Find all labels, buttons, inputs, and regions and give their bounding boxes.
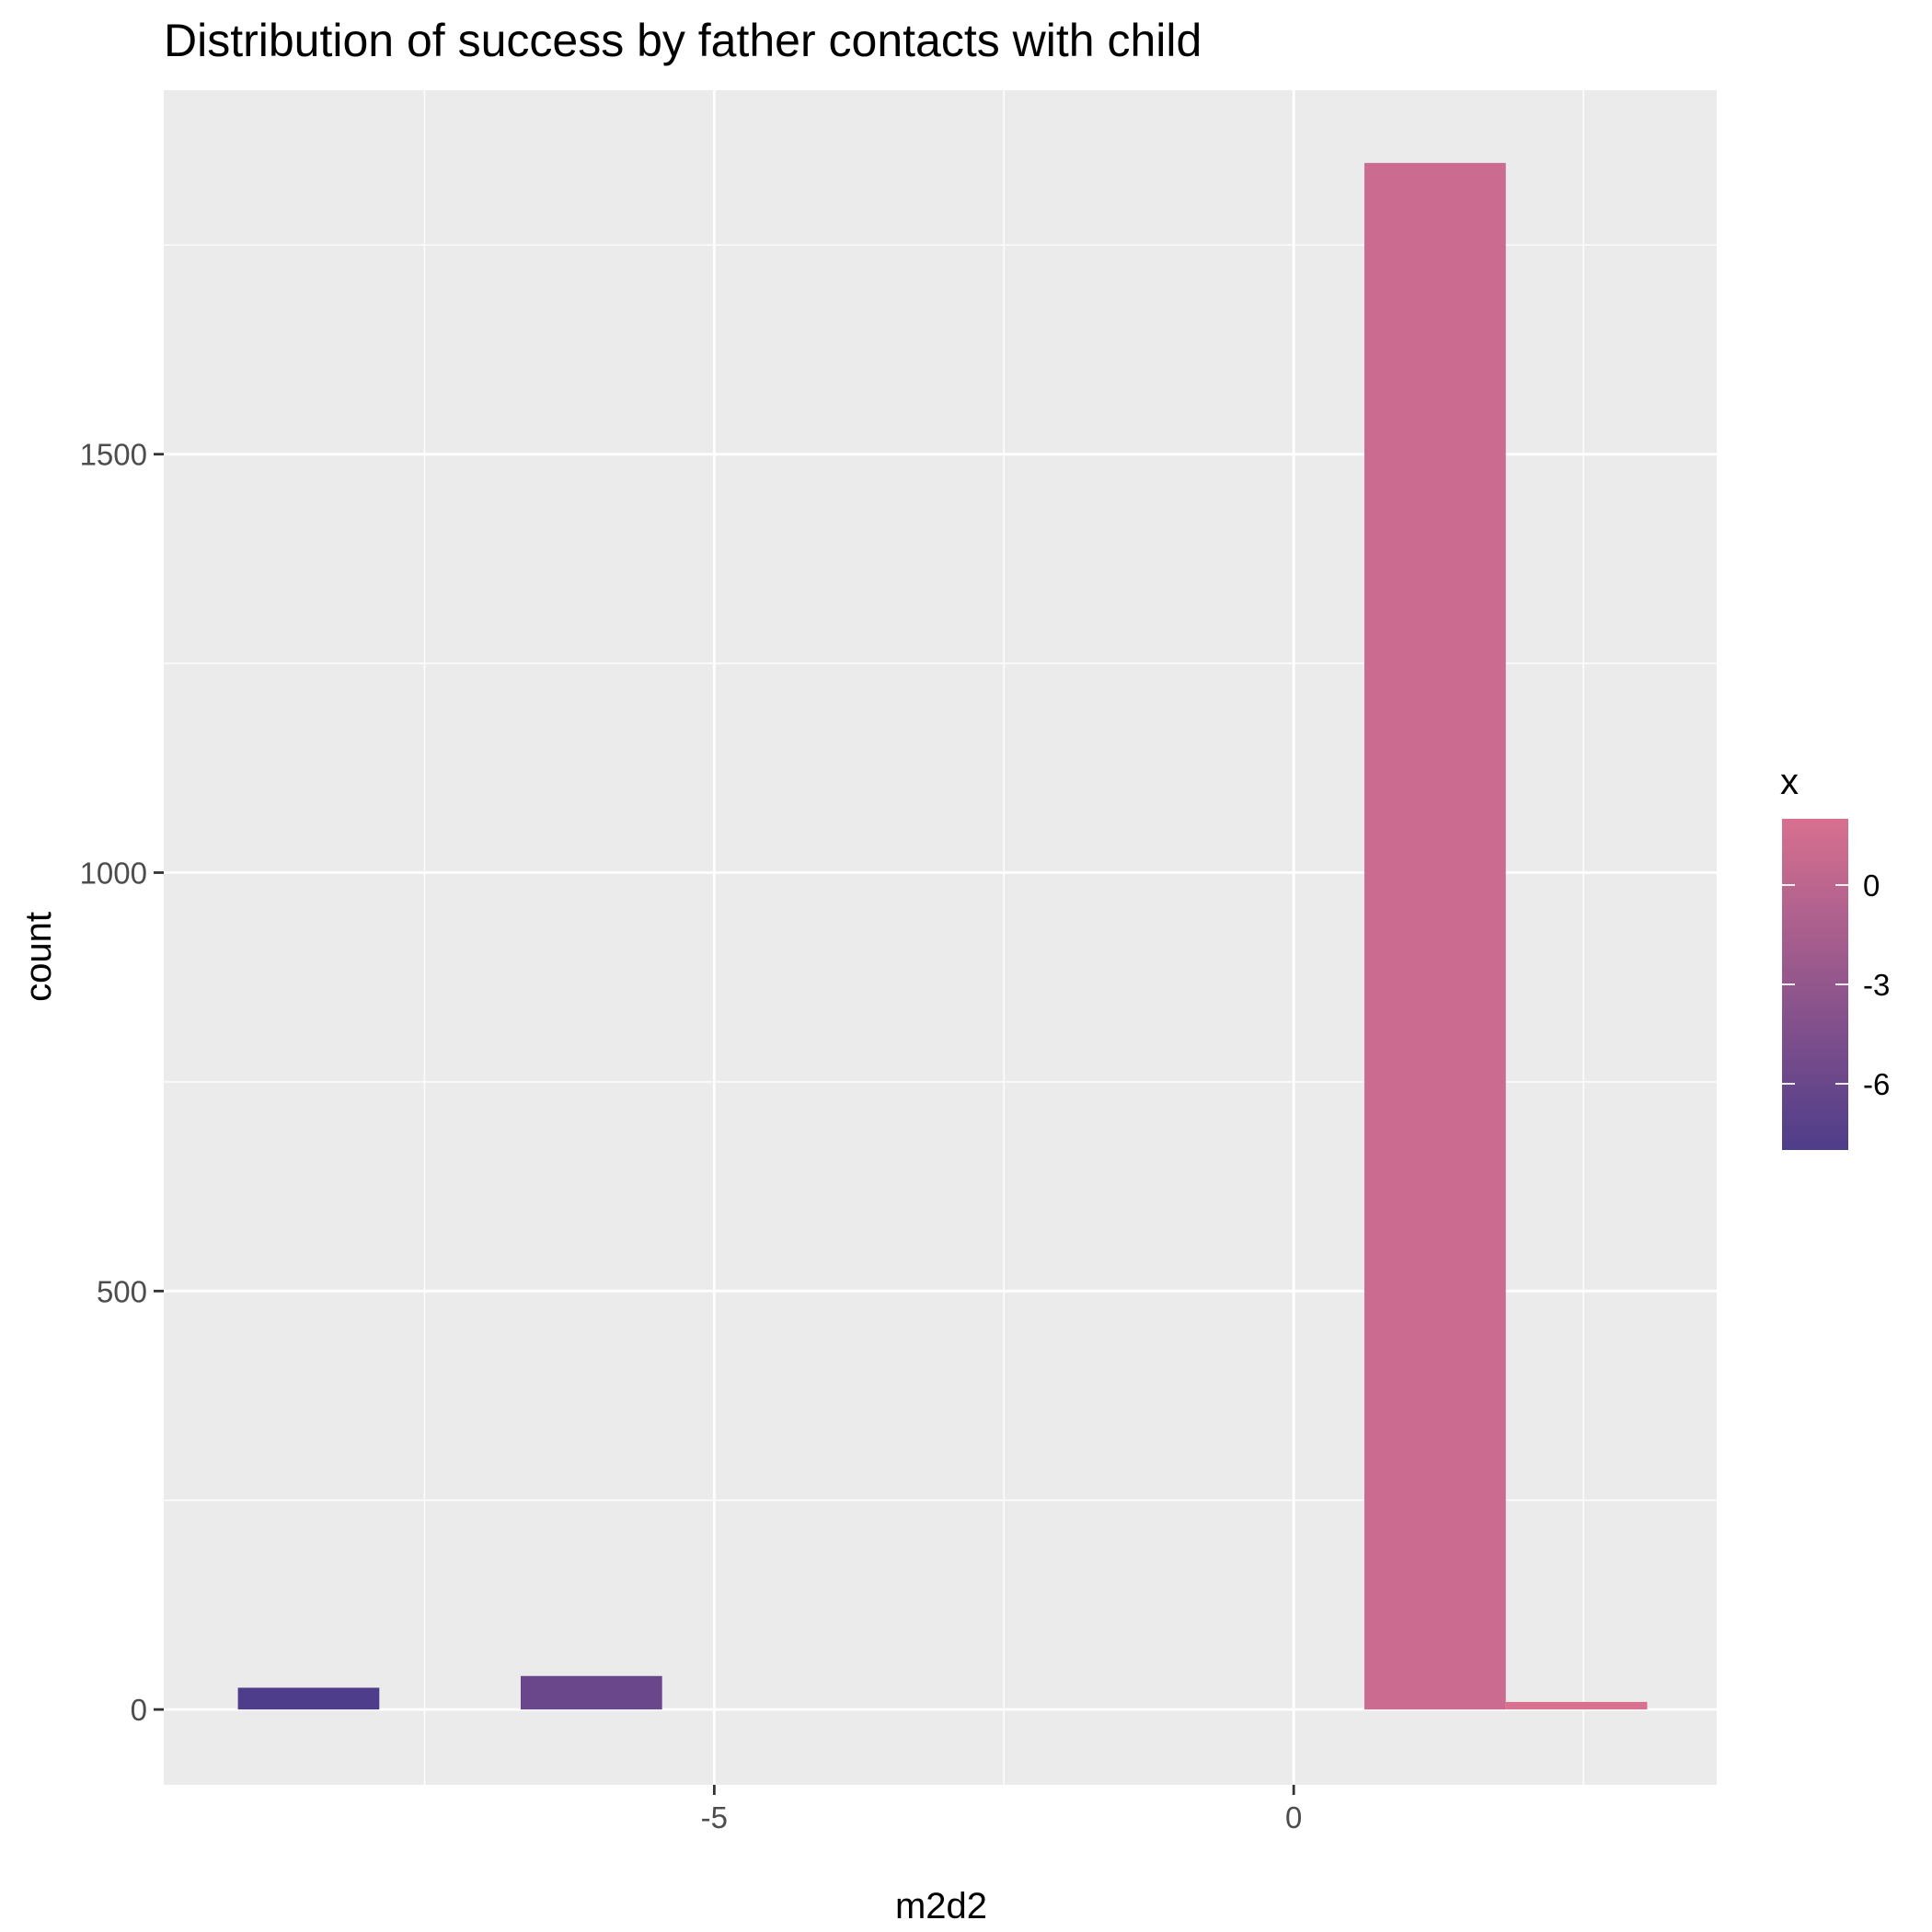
histogram-bars xyxy=(237,163,1648,1710)
y-tick-label: 500 xyxy=(97,1274,147,1308)
histogram-bar xyxy=(1505,1701,1648,1710)
x-tick-label: 0 xyxy=(1285,1800,1302,1834)
legend-ticks: 0 -3 -6 xyxy=(1782,868,1890,1101)
x-axis: -5 0 xyxy=(701,1785,1302,1834)
legend-tick-label: 0 xyxy=(1863,868,1880,903)
histogram-bar xyxy=(237,1687,380,1710)
chart-title: Distribution of success by father contac… xyxy=(164,15,1202,66)
x-axis-title: m2d2 xyxy=(895,1886,987,1926)
histogram-bar xyxy=(1364,163,1506,1710)
color-legend: x 0 -3 -6 xyxy=(1780,762,1890,1150)
x-tick-label: -5 xyxy=(701,1800,728,1834)
y-tick-label: 1500 xyxy=(80,438,147,472)
legend-tick-label: -6 xyxy=(1863,1067,1890,1101)
y-tick-label: 1000 xyxy=(80,857,147,891)
y-axis-title: count xyxy=(18,912,59,1002)
legend-title: x xyxy=(1780,762,1799,802)
legend-tick-label: -3 xyxy=(1863,968,1890,1002)
histogram-bar xyxy=(520,1675,662,1710)
y-tick-label: 0 xyxy=(131,1693,147,1727)
y-axis: 0 500 1000 1500 xyxy=(80,438,164,1727)
